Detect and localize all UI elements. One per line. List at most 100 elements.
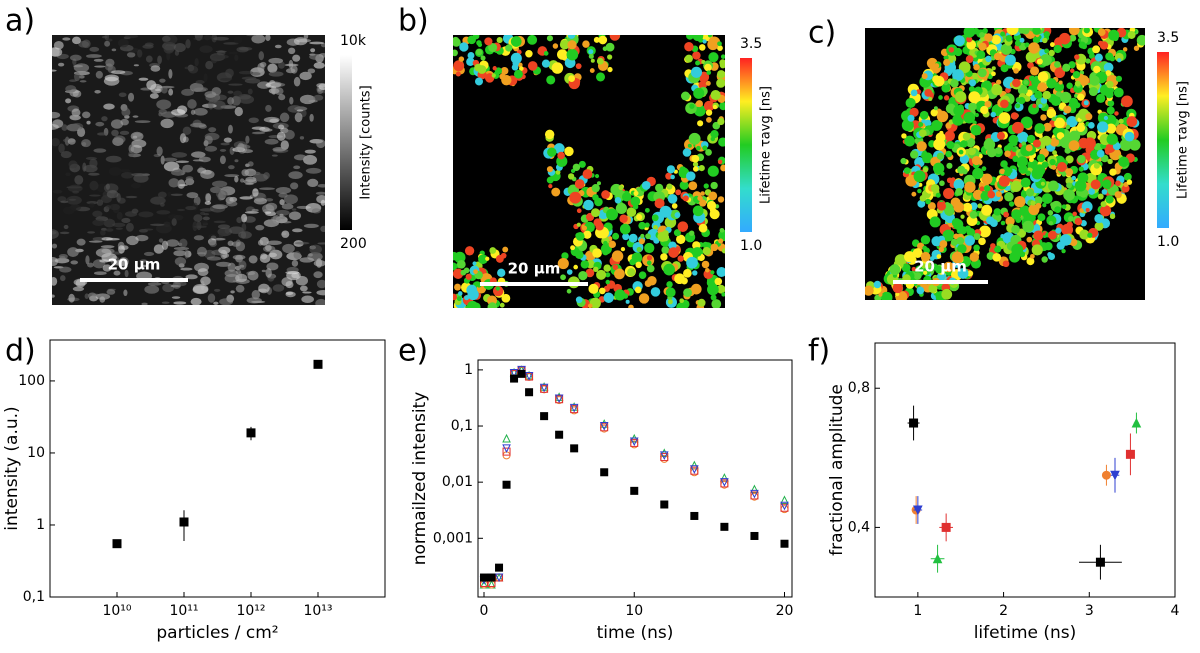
- texture: [918, 121, 924, 128]
- texture: [496, 37, 503, 44]
- texture: [86, 55, 92, 59]
- texture: [299, 285, 308, 292]
- texture: [714, 277, 723, 286]
- texture: [185, 39, 191, 49]
- texture: [566, 269, 573, 275]
- texture: [279, 112, 290, 123]
- texture: [283, 129, 295, 140]
- texture: [1036, 154, 1046, 163]
- texture: [716, 78, 725, 88]
- texture: [126, 52, 136, 58]
- texture: [1066, 182, 1072, 189]
- texture: [1005, 87, 1011, 93]
- texture: [74, 71, 81, 82]
- texture: [962, 132, 971, 141]
- point: [112, 539, 122, 549]
- texture: [213, 301, 219, 305]
- texture: [1058, 80, 1063, 85]
- texture: [1068, 140, 1080, 152]
- texture: [702, 145, 708, 151]
- texture: [998, 175, 1010, 187]
- texture: [1018, 96, 1026, 105]
- texture: [101, 237, 113, 241]
- texture: [305, 167, 322, 174]
- texture: [909, 107, 919, 117]
- texture: [525, 50, 533, 58]
- texture: [605, 42, 615, 52]
- texture: [967, 147, 976, 156]
- texture: [113, 270, 121, 276]
- y-tick-label: 0,01: [442, 474, 473, 490]
- texture: [905, 97, 916, 108]
- texture: [1014, 40, 1022, 47]
- texture: [156, 146, 163, 156]
- texture: [309, 41, 325, 45]
- texture: [1051, 116, 1057, 122]
- texture: [594, 174, 600, 179]
- texture: [630, 196, 641, 207]
- texture: [179, 133, 187, 144]
- colorbar-title: Lifetime τavg [ns]: [1176, 81, 1191, 199]
- texture: [135, 234, 149, 242]
- texture: [943, 80, 949, 86]
- texture: [927, 202, 936, 211]
- texture: [186, 192, 199, 199]
- texture: [132, 115, 139, 118]
- texture: [1077, 93, 1085, 101]
- texture: [213, 220, 226, 224]
- texture: [149, 93, 159, 99]
- texture: [272, 214, 281, 224]
- texture: [185, 274, 198, 280]
- texture: [575, 63, 582, 70]
- texture: [69, 114, 78, 120]
- texture: [950, 177, 956, 182]
- texture: [880, 291, 893, 300]
- texture: [228, 226, 244, 234]
- texture: [1031, 167, 1044, 180]
- texture: [1024, 42, 1030, 48]
- texture: [1105, 90, 1114, 99]
- texture: [920, 235, 931, 245]
- texture: [1121, 95, 1133, 108]
- texture: [225, 68, 234, 78]
- texture: [671, 203, 678, 209]
- texture: [615, 202, 627, 215]
- texture: [987, 190, 996, 199]
- texture: [157, 191, 167, 199]
- y-tick-label: 0,1: [451, 418, 473, 434]
- texture: [1074, 80, 1081, 87]
- texture: [936, 152, 945, 160]
- texture: [965, 55, 974, 64]
- texture: [956, 228, 963, 234]
- texture: [638, 238, 645, 245]
- texture: [307, 178, 319, 188]
- texture: [665, 172, 673, 180]
- texture: [1019, 37, 1025, 43]
- y-axis-title: fractional amplitude: [827, 384, 847, 556]
- texture: [710, 130, 719, 139]
- texture: [1059, 234, 1072, 246]
- texture: [953, 35, 965, 47]
- texture: [612, 232, 620, 240]
- texture: [1023, 80, 1029, 85]
- texture: [941, 83, 951, 93]
- scale-bar-label: 20 µm: [914, 258, 967, 276]
- texture: [117, 38, 129, 48]
- texture: [650, 287, 661, 297]
- texture: [67, 247, 79, 258]
- texture: [1034, 123, 1045, 134]
- texture: [935, 266, 943, 274]
- texture: [268, 57, 284, 64]
- texture: [1048, 220, 1054, 226]
- texture: [929, 256, 935, 261]
- texture: [981, 173, 993, 185]
- texture: [1030, 253, 1035, 259]
- texture: [264, 211, 272, 214]
- texture: [108, 166, 122, 176]
- texture: [718, 137, 725, 147]
- texture: [645, 280, 650, 285]
- texture: [910, 89, 918, 97]
- texture: [690, 283, 702, 295]
- texture: [1118, 118, 1124, 124]
- texture: [686, 171, 696, 181]
